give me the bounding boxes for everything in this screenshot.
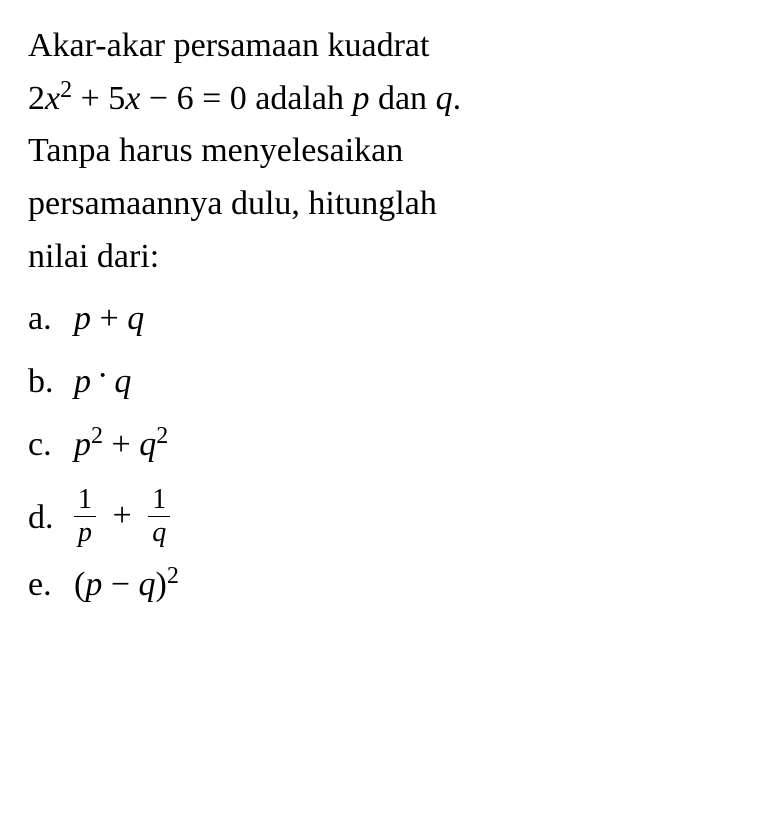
option-d-num1: 1 bbox=[74, 486, 96, 516]
option-c-label: c. bbox=[28, 419, 74, 472]
option-d-num2: 1 bbox=[148, 486, 170, 516]
option-c: c. p2 + q2 bbox=[28, 419, 736, 472]
eq-var-x2: x bbox=[125, 80, 140, 117]
intro-line-5: nilai dari: bbox=[28, 231, 736, 284]
option-b-p: p bbox=[74, 363, 91, 400]
option-c-q: q bbox=[139, 426, 156, 463]
text-adalah: adalah bbox=[247, 80, 353, 117]
text-dan: dan bbox=[369, 80, 435, 117]
eq-equals-zero: = 0 bbox=[194, 80, 247, 117]
option-d-frac1: 1 p bbox=[74, 486, 96, 547]
eq-plus: + bbox=[72, 80, 108, 117]
option-d-frac2: 1 q bbox=[148, 486, 170, 547]
option-e-minus: − bbox=[102, 566, 138, 603]
intro-line-4: persamaannya dulu, hitunglah bbox=[28, 178, 736, 231]
intro-line-3: Tanpa harus menyelesaikan bbox=[28, 125, 736, 178]
option-e-open: ( bbox=[74, 566, 85, 603]
option-b: b. p·q bbox=[28, 356, 736, 409]
option-a-label: a. bbox=[28, 293, 74, 346]
eq-exp-2: 2 bbox=[60, 77, 72, 103]
intro-line-2: 2x2 + 5x − 6 = 0 adalah p dan q. bbox=[28, 73, 736, 126]
option-a-q: q bbox=[127, 300, 144, 337]
option-c-exp2: 2 bbox=[156, 423, 168, 449]
option-b-dot: · bbox=[91, 357, 114, 394]
option-c-plus: + bbox=[103, 426, 139, 463]
intro-line-1: Akar-akar persamaan kuadrat bbox=[28, 20, 736, 73]
option-d: d. 1 p + 1 q bbox=[28, 488, 736, 549]
option-a-p: p bbox=[74, 300, 91, 337]
option-c-exp1: 2 bbox=[91, 423, 103, 449]
eq-var-x: x bbox=[45, 80, 60, 117]
option-e-label: e. bbox=[28, 559, 74, 612]
option-c-p: p bbox=[74, 426, 91, 463]
option-d-plus: + bbox=[105, 497, 140, 534]
option-e-p: p bbox=[85, 566, 102, 603]
var-p: p bbox=[352, 80, 369, 117]
option-d-label: d. bbox=[28, 492, 74, 545]
option-a: a. p + q bbox=[28, 293, 736, 346]
option-b-q: q bbox=[114, 363, 131, 400]
option-d-den2: q bbox=[148, 516, 170, 547]
var-q: q bbox=[436, 80, 453, 117]
text-period: . bbox=[453, 80, 462, 117]
eq-const-c: 6 bbox=[177, 80, 194, 117]
eq-coef-b: 5 bbox=[108, 80, 125, 117]
option-e-q: q bbox=[139, 566, 156, 603]
option-a-plus: + bbox=[91, 300, 127, 337]
eq-coef-a: 2 bbox=[28, 80, 45, 117]
option-b-label: b. bbox=[28, 356, 74, 409]
option-e: e. (p − q)2 bbox=[28, 559, 736, 612]
option-d-den1: p bbox=[74, 516, 96, 547]
eq-minus: − bbox=[140, 80, 176, 117]
option-e-close: ) bbox=[156, 566, 167, 603]
option-e-exp: 2 bbox=[167, 563, 179, 589]
